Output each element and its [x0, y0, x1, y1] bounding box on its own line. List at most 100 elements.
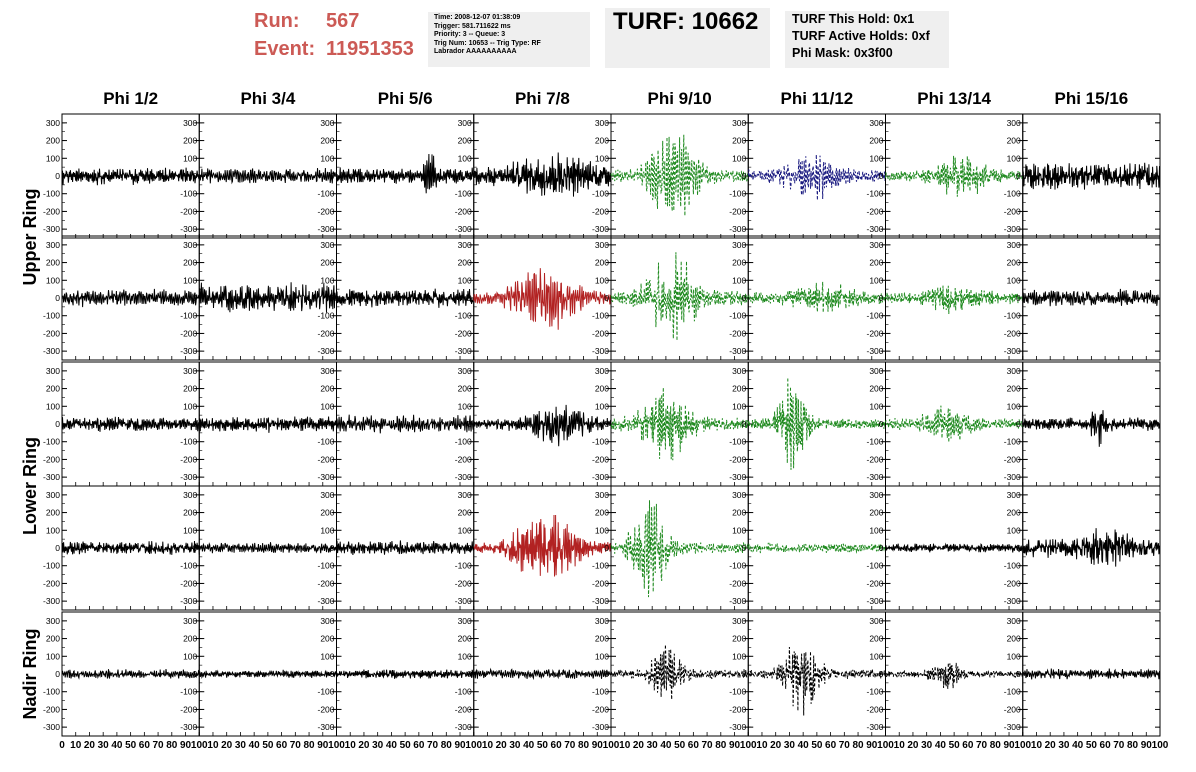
y-tick-label: 200 — [595, 384, 609, 394]
y-tick-label: -200 — [1004, 206, 1021, 216]
x-tick-label: 100 — [191, 740, 208, 751]
x-tick-label: 70 — [153, 740, 165, 751]
x-tick-label: 20 — [633, 740, 645, 751]
x-tick-label: 10 — [1031, 740, 1043, 751]
y-tick-label: -100 — [1004, 311, 1021, 321]
y-tick-label: 300 — [1007, 366, 1021, 376]
y-tick-label: 0 — [1016, 669, 1021, 679]
y-tick-label: 100 — [458, 275, 472, 285]
waveform-line — [885, 405, 1024, 443]
x-tick-label: 20 — [221, 740, 233, 751]
y-tick-label: 100 — [732, 275, 746, 285]
x-tick-label: 20 — [84, 740, 96, 751]
y-tick-label: -200 — [455, 454, 472, 464]
y-tick-label: 300 — [320, 616, 334, 626]
y-tick-label: 100 — [732, 153, 746, 163]
y-tick-label: 200 — [320, 634, 334, 644]
y-tick-label: 300 — [183, 616, 197, 626]
x-tick-label: 20 — [907, 740, 919, 751]
x-tick-label: 70 — [702, 740, 714, 751]
info-labrador: Labrador AAAAAAAAAA — [434, 48, 517, 56]
y-tick-label: 0 — [742, 669, 747, 679]
y-tick-label: -300 — [592, 722, 609, 732]
y-tick-label: 300 — [320, 366, 334, 376]
x-tick-label: 90 — [454, 740, 466, 751]
y-tick-label: -100 — [1004, 189, 1021, 199]
x-tick-label: 50 — [262, 740, 274, 751]
x-tick-label: 100 — [603, 740, 620, 751]
x-tick-label: 50 — [949, 740, 961, 751]
y-tick-label: -100 — [455, 189, 472, 199]
y-tick-label: 100 — [732, 525, 746, 535]
y-tick-label: -300 — [592, 346, 609, 356]
waveform-line — [198, 416, 337, 433]
y-tick-label: -100 — [455, 437, 472, 447]
waveform-line — [473, 404, 612, 447]
y-tick-label: 0 — [55, 669, 60, 679]
x-tick-label: 50 — [811, 740, 823, 751]
y-tick-label: -100 — [43, 687, 60, 697]
y-tick-label: 100 — [595, 525, 609, 535]
x-tick-label: 50 — [1086, 740, 1098, 751]
y-tick-label: -300 — [729, 722, 746, 732]
y-tick-label: 0 — [742, 419, 747, 429]
x-tick-label: 60 — [551, 740, 563, 751]
waveform-line — [1022, 528, 1161, 567]
row-title: Lower Ring — [20, 437, 40, 535]
turf-number: TURF: 10662 — [613, 8, 759, 35]
y-tick-label: -100 — [866, 437, 883, 447]
y-tick-label: -100 — [729, 687, 746, 697]
y-tick-label: -300 — [455, 224, 472, 234]
phi-mask: Phi Mask: 0x3f00 — [792, 46, 893, 60]
y-tick-label: 300 — [183, 240, 197, 250]
waveform-line — [885, 662, 1024, 689]
y-tick-label: -200 — [592, 454, 609, 464]
y-tick-label: -100 — [592, 189, 609, 199]
y-tick-label: 200 — [869, 136, 883, 146]
x-tick-label: 20 — [496, 740, 508, 751]
y-tick-label: -200 — [866, 328, 883, 338]
waveform-line — [1022, 668, 1161, 680]
x-tick-label: 90 — [866, 740, 878, 751]
waveform-line — [747, 646, 886, 716]
y-tick-label: -300 — [180, 224, 197, 234]
y-tick-label: 200 — [320, 508, 334, 518]
info-trigger: Trigger: 581.711622 ms — [434, 22, 511, 30]
y-tick-label: -200 — [317, 206, 334, 216]
y-tick-label: -200 — [1004, 328, 1021, 338]
x-tick-label: 10 — [345, 740, 357, 751]
y-tick-label: -200 — [43, 704, 60, 714]
y-tick-label: 0 — [330, 293, 335, 303]
y-tick-label: 300 — [46, 366, 60, 376]
waveform-line — [610, 500, 749, 598]
y-tick-label: -300 — [180, 596, 197, 606]
x-tick-label: 30 — [235, 740, 247, 751]
y-tick-label: 100 — [320, 525, 334, 535]
x-tick-label: 10 — [207, 740, 219, 751]
y-tick-label: 0 — [55, 293, 60, 303]
y-tick-label: 200 — [46, 634, 60, 644]
y-tick-label: 0 — [330, 669, 335, 679]
y-tick-label: 200 — [183, 508, 197, 518]
x-tick-label: 90 — [729, 740, 741, 751]
x-tick-label: 70 — [427, 740, 439, 751]
y-tick-label: -300 — [866, 722, 883, 732]
y-tick-label: -300 — [1004, 346, 1021, 356]
y-tick-label: 200 — [320, 384, 334, 394]
y-tick-label: 0 — [604, 669, 609, 679]
y-tick-label: 300 — [183, 490, 197, 500]
y-tick-label: 0 — [55, 419, 60, 429]
y-tick-label: 100 — [595, 651, 609, 661]
y-tick-label: 0 — [879, 293, 884, 303]
y-tick-label: 0 — [330, 543, 335, 553]
x-tick-label: 100 — [328, 740, 345, 751]
y-tick-label: -200 — [1004, 454, 1021, 464]
x-tick-label: 60 — [413, 740, 425, 751]
y-tick-label: -100 — [866, 561, 883, 571]
info-priority: Priority: 3 -- Queue: 3 — [434, 31, 506, 39]
y-tick-label: 200 — [458, 258, 472, 268]
column-title: Phi 9/10 — [647, 89, 711, 108]
y-tick-label: 300 — [1007, 616, 1021, 626]
waveform-line — [198, 542, 337, 554]
